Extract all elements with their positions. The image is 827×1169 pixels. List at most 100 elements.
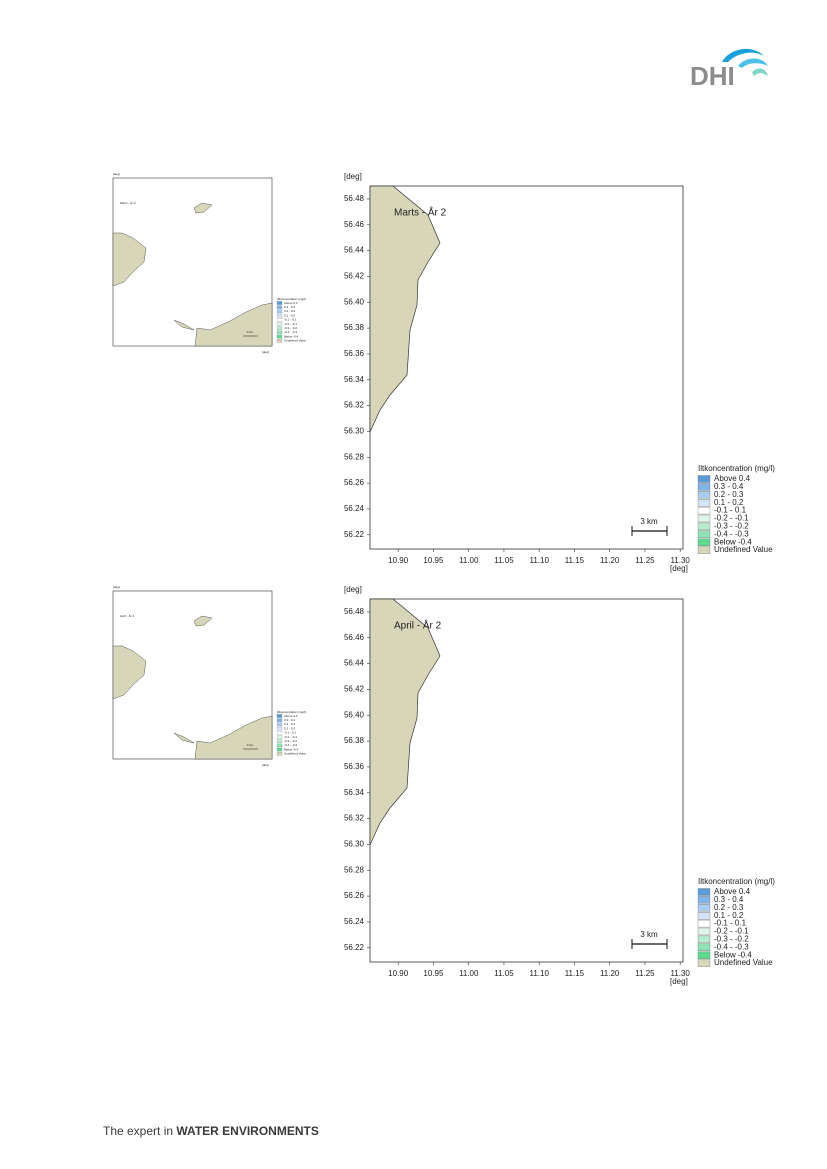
legend-label: Above 0.4 (714, 887, 751, 896)
footer-emphasis: WATER ENVIRONMENTS (176, 1124, 318, 1138)
legend-swatch (697, 896, 711, 904)
y-tick-label: 56.40 (344, 297, 365, 306)
y-tick-label: 56.38 (344, 323, 365, 332)
legend-swatch (697, 483, 711, 491)
x-tick-label: 11.20 (600, 556, 620, 565)
inset-map: April - År 2 [deg] [deg] 3 km Iltkoncentrati… (112, 585, 306, 767)
x-tick-label: 11.15 (565, 969, 585, 978)
y-tick-label: 56.38 (344, 736, 365, 745)
inset-legend-swatch (276, 722, 283, 727)
inset-legend-swatch (276, 731, 283, 735)
logo-text: DHI (690, 61, 735, 91)
legend-label: -0.2 - -0.1 (714, 927, 749, 936)
legend-label: -0.4 - -0.3 (714, 529, 749, 538)
inset-land (173, 319, 195, 331)
x-unit: [deg] (670, 977, 688, 986)
inset-legend-swatch (276, 301, 283, 305)
inset-legend-label: Below -0.4 (284, 747, 299, 751)
y-tick-label: 56.34 (344, 788, 365, 797)
y-unit: [deg] (344, 585, 362, 594)
inset-legend-swatch (276, 309, 283, 314)
x-tick-label: 11.10 (529, 556, 549, 565)
inset-legend-swatch (276, 339, 283, 343)
y-tick-label: 56.32 (344, 401, 365, 410)
y-tick-label: 56.26 (344, 891, 365, 900)
inset-legend-label: -0.2 - -0.1 (284, 735, 297, 739)
logo-wave (722, 48, 764, 62)
inset-scale-label: 3 km (247, 743, 254, 747)
logo-wave (738, 58, 768, 68)
inset-x-unit: [deg] (262, 763, 269, 767)
x-tick-label: 11.05 (494, 556, 514, 565)
legend-label: 0.3 - 0.4 (714, 895, 744, 904)
scale-label: 3 km (640, 517, 658, 526)
y-tick-label: 56.36 (344, 762, 365, 771)
inset-legend-swatch (276, 735, 283, 739)
legend-swatch (697, 530, 711, 538)
y-tick-label: 56.36 (344, 349, 365, 358)
inset-legend-swatch (276, 334, 283, 339)
inset-legend-swatch (276, 313, 283, 318)
y-tick-label: 56.32 (344, 814, 365, 823)
inset-y-unit: [deg] (113, 585, 120, 589)
y-tick-label: 56.48 (344, 194, 365, 203)
inset-legend-label: 0.1 - 0.2 (284, 726, 295, 730)
x-tick-label: 10.90 (388, 969, 409, 978)
legend-swatch (697, 522, 711, 531)
legend-swatch (697, 514, 711, 523)
x-unit: [deg] (670, 564, 688, 573)
y-tick-label: 56.22 (344, 943, 365, 952)
inset-land (112, 645, 147, 700)
inset-map: Marts - År 2 [deg] [deg] 3 km Iltkoncentrati… (112, 172, 306, 354)
inset-legend-title: Iltkoncentration (mg/l) (277, 297, 306, 301)
inset-legend-swatch (276, 714, 283, 718)
x-tick-label: 11.00 (459, 556, 479, 565)
inset-title: April - År 2 (120, 613, 135, 618)
inset-y-unit: [deg] (113, 172, 120, 176)
x-tick-label: 11.25 (635, 556, 655, 565)
y-tick-label: 56.48 (344, 607, 365, 616)
x-tick-label: 11.15 (565, 556, 585, 565)
x-tick-label: 10.95 (423, 556, 444, 565)
inset-legend-label: 0.1 - 0.2 (284, 313, 295, 317)
inset-legend-label: -0.4 - -0.3 (284, 330, 297, 334)
logo: DHI (690, 48, 768, 91)
legend-label: -0.4 - -0.3 (714, 942, 749, 951)
inset-legend-label: Below -0.4 (284, 334, 299, 338)
inset-legend-title: Iltkoncentration (mg/l) (277, 710, 306, 714)
inset-legend-label: -0.1 - 0.1 (284, 731, 296, 735)
legend-swatch (697, 888, 711, 896)
legend-swatch (697, 951, 711, 959)
inset-legend-swatch (276, 318, 283, 322)
footer: The expert in WATER ENVIRONMENTS (103, 1124, 319, 1138)
x-tick-label: 10.90 (388, 556, 409, 565)
y-tick-label: 56.46 (344, 633, 365, 642)
y-tick-label: 56.44 (344, 246, 365, 255)
legend-swatch (697, 499, 711, 507)
y-tick-label: 56.28 (344, 865, 365, 874)
inset-legend-label: -0.3 - -0.2 (284, 739, 297, 743)
x-tick-label: 11.20 (600, 969, 620, 978)
inset-legend-label: -0.3 - -0.2 (284, 326, 297, 330)
legend-swatch (697, 935, 711, 944)
inset-legend-swatch (276, 752, 283, 756)
legend-swatch (697, 943, 711, 951)
y-tick-label: 56.26 (344, 478, 365, 487)
inset-legend-label: Undefined Value (284, 752, 306, 756)
inset-legend-label: -0.1 - 0.1 (284, 318, 296, 322)
legend-label: -0.2 - -0.1 (714, 514, 749, 523)
inset-scale-label: 3 km (247, 330, 254, 334)
inset-land (193, 615, 213, 627)
inset-legend-label: Undefined Value (284, 339, 306, 343)
y-tick-label: 56.40 (344, 710, 365, 719)
x-tick-label: 11.10 (529, 969, 549, 978)
inset-legend-label: Above 0.4 (284, 301, 298, 305)
legend-title: Iltkoncentration (mg/l) (698, 464, 775, 473)
legend-swatch (697, 538, 711, 546)
inset-land (193, 202, 213, 214)
figure: Marts - År 2 [deg] [deg] 3 km Iltkoncentrati… (112, 172, 775, 573)
legend-label: 0.1 - 0.2 (714, 911, 744, 920)
inset-legend-label: 0.2 - 0.3 (284, 309, 295, 313)
inset-legend-swatch (276, 718, 283, 722)
